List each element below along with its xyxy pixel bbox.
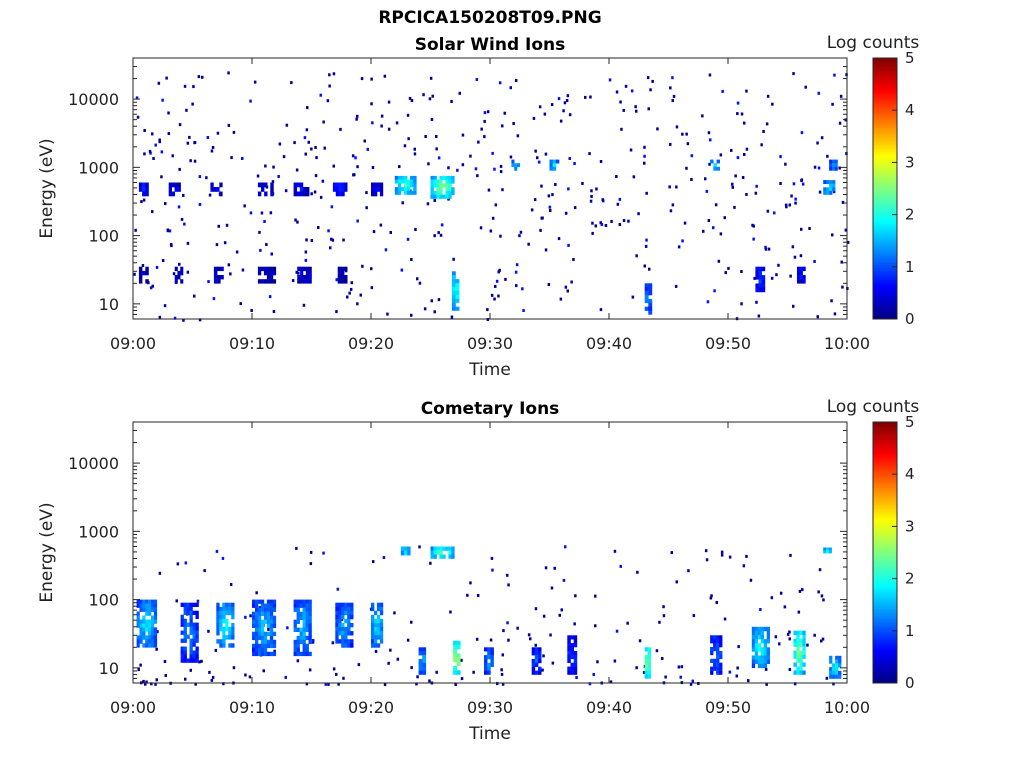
colorbar-tick-label: 2 <box>905 570 915 588</box>
count-patch <box>430 175 455 199</box>
colorbar-tick-label: 3 <box>905 517 915 535</box>
colorbar-tick-label: 5 <box>905 413 915 431</box>
x-tick-label: 10:00 <box>824 698 870 717</box>
count-patch <box>644 647 651 679</box>
colorbar-frame <box>872 57 898 320</box>
count-patch <box>293 599 312 657</box>
count-patch <box>453 640 461 675</box>
y-tick-label: 100 <box>88 227 119 246</box>
count-patch <box>644 283 653 315</box>
panel-1: 09:00 09:10 09:20 09:30 09:40 09:50 10:0010100… <box>37 33 919 380</box>
y-axis-label: Energy (eV) <box>37 138 57 238</box>
colorbar-tick-label: 0 <box>905 310 915 328</box>
panel-title: Cometary Ions <box>421 399 560 419</box>
x-axis-label: Time <box>468 360 511 380</box>
count-patch <box>174 266 184 284</box>
colorbar-tick-label: 5 <box>905 49 915 67</box>
count-patch <box>511 159 521 171</box>
y-tick-label: 10 <box>99 659 119 678</box>
count-patch <box>797 266 806 284</box>
plot-area <box>133 422 847 683</box>
count-patch <box>332 182 348 197</box>
count-patch <box>337 266 348 284</box>
y-axis-label: Energy (eV) <box>37 502 57 602</box>
x-tick-label: 09:40 <box>586 698 632 717</box>
count-patch <box>297 266 312 284</box>
count-patch <box>394 175 417 195</box>
count-patch <box>823 547 832 554</box>
count-patch <box>430 546 455 559</box>
count-patch <box>293 182 310 197</box>
x-tick-label: 09:30 <box>467 334 513 353</box>
count-patch <box>531 647 542 675</box>
count-patch <box>371 602 384 648</box>
count-patch <box>252 599 277 657</box>
figure-title: RPCICA150208T09.PNG <box>378 8 602 28</box>
x-tick-label: 09:40 <box>586 334 632 353</box>
x-tick-label: 09:30 <box>467 698 513 717</box>
count-patch <box>210 182 223 197</box>
plot-area <box>133 58 847 319</box>
count-patch <box>400 546 411 556</box>
count-patch <box>371 182 384 197</box>
colorbar-label: Log counts <box>827 397 920 417</box>
count-patch <box>567 635 578 675</box>
count-patch <box>213 266 224 284</box>
count-patch <box>138 182 149 197</box>
x-tick-label: 09:00 <box>110 698 156 717</box>
count-patch <box>484 647 494 675</box>
y-tick-label: 10000 <box>68 454 119 473</box>
x-tick-label: 09:10 <box>229 334 275 353</box>
colorbar-tick-label: 2 <box>905 206 915 224</box>
count-patch <box>710 159 720 171</box>
count-patch <box>138 266 149 284</box>
count-patch <box>216 602 235 648</box>
count-patch <box>257 266 277 284</box>
count-patch <box>180 602 199 663</box>
y-tick-label: 10 <box>99 295 119 314</box>
colorbar-tick-label: 3 <box>905 153 915 171</box>
colorbar-label: Log counts <box>827 33 920 53</box>
y-tick-label: 1000 <box>78 522 119 541</box>
count-patch <box>829 159 838 171</box>
panel-title: Solar Wind Ions <box>415 35 566 55</box>
colorbar-tick-label: 4 <box>905 465 915 483</box>
count-patch <box>168 182 181 197</box>
count-patch <box>257 182 274 197</box>
count-patch <box>755 266 766 293</box>
x-tick-label: 09:10 <box>229 698 275 717</box>
x-tick-label: 09:50 <box>705 698 751 717</box>
y-tick-label: 10000 <box>68 90 119 109</box>
count-patch <box>793 630 806 675</box>
colorbar-tick-label: 0 <box>905 674 915 692</box>
count-patch <box>451 271 460 311</box>
count-patch <box>823 180 836 195</box>
x-tick-label: 09:50 <box>705 334 751 353</box>
y-tick-label: 1000 <box>78 158 119 177</box>
colorbar-tick-label: 1 <box>905 622 915 640</box>
x-tick-label: 10:00 <box>824 334 870 353</box>
colorbar-tick-label: 1 <box>905 258 915 276</box>
count-patch <box>136 599 158 648</box>
colorbar-tick-label: 4 <box>905 101 915 119</box>
count-patch <box>418 647 427 675</box>
x-tick-label: 09:20 <box>348 334 394 353</box>
x-tick-label: 09:00 <box>110 334 156 353</box>
panel-2: 09:00 09:10 09:20 09:30 09:40 09:50 10:0010100… <box>37 397 919 744</box>
x-axis-label: Time <box>468 724 511 744</box>
colorbar-frame <box>872 421 898 684</box>
count-patch <box>335 602 354 648</box>
count-patch <box>710 635 723 675</box>
count-patch <box>751 626 770 669</box>
count-patch <box>549 159 560 171</box>
y-tick-label: 100 <box>88 591 119 610</box>
x-tick-label: 09:20 <box>348 698 394 717</box>
count-patch <box>829 655 842 679</box>
